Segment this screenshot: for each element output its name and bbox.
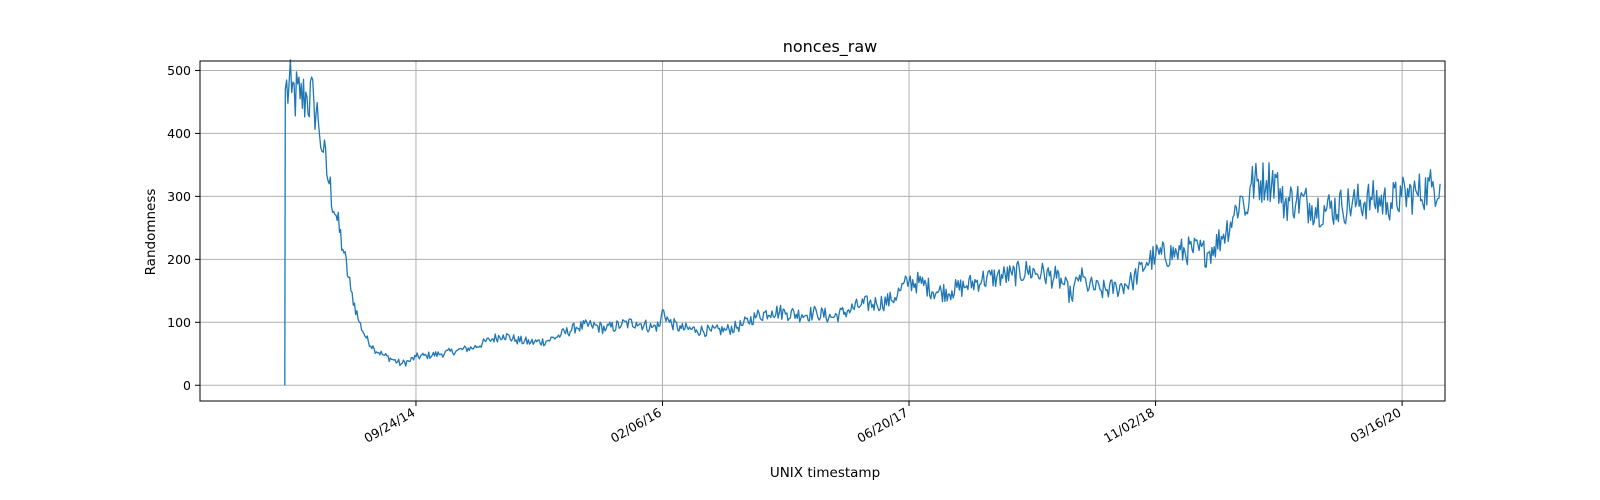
y-axis-title: Randomness — [143, 189, 159, 276]
plot-frame — [199, 60, 1446, 402]
x-tick-label: 06/20/17 — [854, 405, 910, 446]
chart-title: nonces_raw — [783, 37, 878, 57]
x-tick-label: 09/24/14 — [361, 405, 417, 446]
y-tick-label: 400 — [167, 126, 191, 141]
x-tick-label: 11/02/18 — [1101, 405, 1157, 446]
x-axis-title: UNIX timestamp — [770, 465, 880, 481]
y-tick-label: 0 — [183, 378, 191, 393]
x-tick-label: 02/06/16 — [608, 405, 664, 446]
y-axis: 0 100 200 300 400 500 — [167, 63, 200, 393]
x-tick-label: 03/16/20 — [1347, 405, 1403, 446]
x-axis: 09/24/14 02/06/16 06/20/17 11/02/18 03/16/20 — [361, 401, 1404, 446]
y-tick-label: 100 — [167, 315, 191, 330]
series-line — [284, 59, 1441, 386]
y-tick-label: 200 — [167, 252, 191, 267]
series-group — [284, 59, 1441, 386]
grid — [200, 61, 1445, 401]
y-tick-label: 500 — [167, 63, 191, 78]
y-tick-label: 300 — [167, 189, 191, 204]
